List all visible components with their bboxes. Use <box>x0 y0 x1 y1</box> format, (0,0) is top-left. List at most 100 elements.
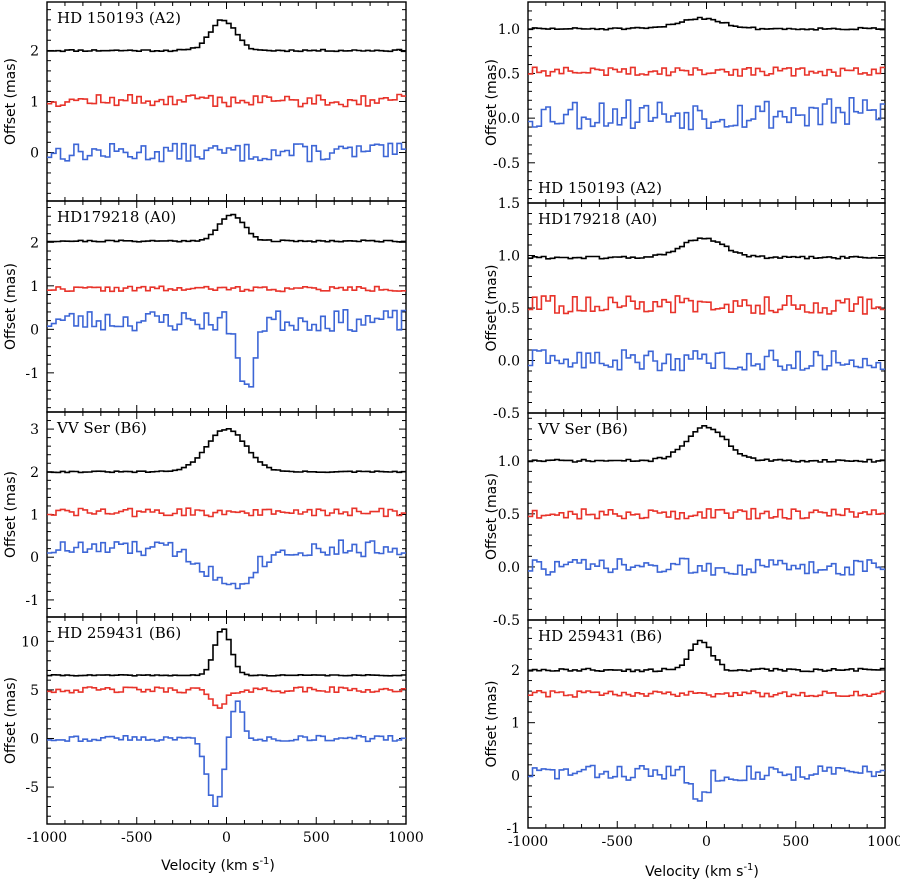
y-tick-label: -0.5 <box>493 406 520 422</box>
series-black <box>47 628 406 677</box>
y-tick-label: -1 <box>25 593 39 609</box>
y-tick-label: 0 <box>30 731 39 747</box>
y-axis-label: Offset (mas) <box>3 471 19 558</box>
series-blue <box>528 557 885 576</box>
y-tick-label: 1 <box>511 716 520 732</box>
x-tick-label: -1000 <box>508 834 548 850</box>
panel-title: HD 150193 (A2) <box>57 9 181 27</box>
x-tick-label: -500 <box>121 830 152 846</box>
panel-frame <box>527 619 886 829</box>
panel-title: HD179218 (A0) <box>57 208 176 226</box>
y-tick-label: 2 <box>30 465 39 481</box>
panel-left-4: -5 0 5 10 -1000 -500 0 500 1000 Offset (mas) HD 25… <box>3 616 424 846</box>
panel-frame <box>527 202 886 414</box>
series-black <box>528 639 885 673</box>
y-axis-label: Offset (mas) <box>484 59 500 146</box>
x-axis-label-left: Velocity (km s-1) <box>161 856 275 874</box>
x-tick-label: 500 <box>303 830 330 846</box>
y-tick-label: -1 <box>25 366 39 382</box>
y-tick-label: 0.0 <box>498 111 520 127</box>
series-blue <box>47 539 406 590</box>
panel-title: HD 259431 (B6) <box>538 627 662 645</box>
y-tick-label: 0.5 <box>498 66 520 82</box>
y-tick-label: 1.0 <box>498 454 520 470</box>
series-red <box>47 507 406 518</box>
y-tick-label: 0 <box>30 146 39 162</box>
panel-right-1: -0.5 0.0 0.5 1.0 Offset (mas) HD 150193 (A2) <box>484 1 886 204</box>
series-black <box>47 428 406 474</box>
series-blue <box>528 349 885 372</box>
series-red <box>47 93 406 108</box>
series-black <box>47 19 406 53</box>
series-black <box>47 213 406 243</box>
x-tick-label: 1000 <box>388 830 424 846</box>
x-tick-label: -500 <box>602 834 633 850</box>
y-tick-label: 0 <box>30 322 39 338</box>
y-axis-label: Offset (mas) <box>484 473 500 560</box>
series-black <box>528 237 885 260</box>
y-tick-label: 1 <box>30 279 39 295</box>
y-tick-label: 5 <box>30 683 39 699</box>
x-tick-label: 500 <box>782 834 809 850</box>
series-blue <box>47 142 406 163</box>
series-blue <box>528 97 885 131</box>
series-red <box>528 295 885 315</box>
x-axis-label-text: Velocity (km s <box>161 858 259 874</box>
y-tick-label: 0 <box>30 550 39 566</box>
y-tick-label: 0 <box>511 768 520 784</box>
panel-right-3: -0.5 0.0 0.5 1.0 Offset (mas) VV Ser (B6) <box>484 412 886 629</box>
y-axis-label: Offset (mas) <box>3 677 19 764</box>
x-axis-label-close: ) <box>753 864 758 880</box>
panel-title: VV Ser (B6) <box>537 420 628 438</box>
y-tick-label: 0.5 <box>498 507 520 523</box>
y-tick-label: 10 <box>21 634 39 650</box>
y-axis-label: Offset (mas) <box>484 681 500 768</box>
panel-left-2: -1 0 1 2 Offset (mas) HD179218 (A0) <box>3 200 407 413</box>
series-red <box>47 285 406 293</box>
y-tick-label: 2 <box>511 663 520 679</box>
panel-title: HD 259431 (B6) <box>57 624 181 642</box>
panel-title: HD179218 (A0) <box>538 210 657 228</box>
panel-right-4: -1 0 1 2 -1000 -500 0 500 1000 Offset (mas) HD 259… <box>484 619 900 850</box>
series-red <box>47 686 406 709</box>
panels: 0 1 2 Offset (mas) HD 150193 (A2) -1 0 1 2 Offset… <box>3 1 900 850</box>
panel-title: HD 150193 (A2) <box>538 179 662 197</box>
y-tick-label: -0.5 <box>493 156 520 172</box>
y-tick-label: -1 <box>506 821 520 837</box>
y-tick-label: -0.5 <box>493 613 520 629</box>
series-red <box>528 690 885 698</box>
x-tick-label: 0 <box>222 830 231 846</box>
series-red <box>528 507 885 520</box>
y-axis-label: Offset (mas) <box>3 263 19 350</box>
y-tick-label: 1 <box>30 508 39 524</box>
series-blue <box>47 309 406 388</box>
series-black <box>528 425 885 463</box>
y-tick-label: 0.5 <box>498 301 520 317</box>
series-red <box>528 66 885 77</box>
y-tick-label: 1.0 <box>498 22 520 38</box>
series-blue <box>528 764 885 802</box>
x-axis-label-sup: -1 <box>259 856 269 867</box>
x-tick-label: 0 <box>702 834 711 850</box>
y-tick-label: 2 <box>30 43 39 59</box>
panel-left-1: 0 1 2 Offset (mas) HD 150193 (A2) <box>3 1 407 202</box>
y-tick-label: 0.0 <box>498 560 520 576</box>
y-tick-label: -5 <box>25 780 39 796</box>
series-black <box>528 16 885 31</box>
panel-frame <box>46 616 407 825</box>
x-axis-label-text: Velocity (km s <box>645 864 743 880</box>
y-tick-label: 3 <box>30 422 39 438</box>
series-blue <box>47 700 406 807</box>
x-axis-label-close: ) <box>269 858 274 874</box>
x-axis-label-right: Velocity (km s-1) <box>645 862 759 880</box>
y-tick-label: 1.0 <box>498 249 520 265</box>
x-tick-label: -1000 <box>27 830 67 846</box>
x-tick-label: 1000 <box>867 834 900 850</box>
y-tick-label: 1.5 <box>498 196 520 212</box>
panel-frame <box>46 200 407 413</box>
panel-title: VV Ser (B6) <box>56 419 147 437</box>
y-tick-label: 2 <box>30 235 39 251</box>
y-tick-label: 0.0 <box>498 354 520 370</box>
y-tick-label: 1 <box>30 95 39 111</box>
